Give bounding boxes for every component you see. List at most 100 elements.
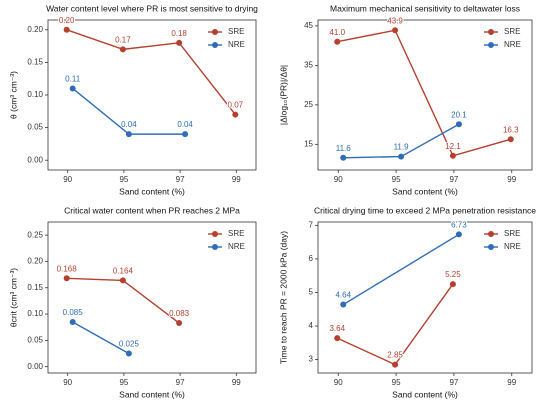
x-axis-label: Sand content (%) <box>119 389 185 399</box>
point <box>69 318 76 325</box>
series-line <box>66 277 180 324</box>
x-tick-label: 90 <box>63 175 72 184</box>
legend-label: SRE <box>504 229 520 238</box>
point <box>392 361 399 368</box>
legend-marker <box>488 231 494 237</box>
x-tick-label: 90 <box>334 378 343 387</box>
x-tick-label: 99 <box>232 378 241 387</box>
legend-label: NRE <box>504 242 521 251</box>
y-axis-label: θ (cm³ cm⁻³) <box>8 71 18 119</box>
x-tick-label: 99 <box>232 175 241 184</box>
series-line <box>343 123 460 159</box>
point <box>125 131 132 138</box>
value-label: 3.64 <box>329 324 345 333</box>
legend-marker <box>488 42 494 48</box>
x-tick-label: 95 <box>119 378 128 387</box>
legend-label: NRE <box>228 40 245 49</box>
y-tick-label: 0.20 <box>27 257 43 266</box>
x-axis-label: Sand content (%) <box>392 389 458 399</box>
point <box>69 85 76 92</box>
legend-marker <box>212 244 218 250</box>
legend-marker <box>212 231 218 237</box>
x-axis-label: Sand content (%) <box>392 186 458 196</box>
point <box>449 281 456 288</box>
y-tick-label: 5 <box>309 288 314 297</box>
value-label: 0.083 <box>169 309 190 318</box>
y-tick-label: 3 <box>309 355 314 364</box>
legend-marker <box>488 244 494 250</box>
y-tick-label: 0.25 <box>27 230 43 239</box>
y-tick-label: 0.00 <box>27 362 43 371</box>
value-label: 6.73 <box>451 221 467 230</box>
x-tick-label: 99 <box>507 175 516 184</box>
legend-marker <box>212 42 218 48</box>
y-axis-label: θcrit (cm³ cm⁻³) <box>8 268 18 327</box>
legend-label: SRE <box>228 229 244 238</box>
point <box>232 111 239 118</box>
plot-border <box>47 19 257 171</box>
panel-title: Water content level where PR is most sen… <box>46 3 258 13</box>
value-label: 0.164 <box>113 267 134 276</box>
y-tick-label: 45 <box>304 21 313 30</box>
y-tick-label: 7 <box>309 220 314 229</box>
value-label: 2.85 <box>387 351 403 360</box>
point <box>340 301 347 308</box>
y-tick-label: 15 <box>304 139 313 148</box>
y-tick-label: 4 <box>309 321 314 330</box>
point <box>176 39 183 46</box>
point <box>182 131 189 138</box>
y-axis-label: |Δlog₁₀(PR)|/Δθ| <box>278 65 288 125</box>
point <box>455 121 462 128</box>
point <box>63 275 70 282</box>
value-label: 11.6 <box>336 144 352 153</box>
legend-marker <box>212 29 218 35</box>
y-tick-label: 25 <box>304 100 313 109</box>
value-label: 0.04 <box>177 120 193 129</box>
legend-label: NRE <box>228 242 245 251</box>
value-label: 0.04 <box>121 120 137 129</box>
point <box>63 26 70 33</box>
legend-label: NRE <box>504 40 521 49</box>
plot-border <box>317 221 533 374</box>
point <box>334 38 341 45</box>
x-tick-label: 90 <box>63 378 72 387</box>
plot-border <box>47 221 257 374</box>
value-label: 11.9 <box>394 143 410 152</box>
legend-label: SRE <box>504 27 520 36</box>
value-label: 0.17 <box>115 35 131 44</box>
series-line <box>342 233 460 306</box>
value-label: 5.25 <box>445 270 461 279</box>
point <box>119 277 126 284</box>
series-line <box>72 321 130 355</box>
point <box>125 350 132 357</box>
panel: Maximum mechanical sensitivity to deltaw… <box>278 3 533 196</box>
point <box>455 231 462 238</box>
value-label: 16.3 <box>503 125 519 134</box>
x-tick-label: 99 <box>507 378 516 387</box>
value-label: 20.1 <box>451 110 467 119</box>
value-label: 0.18 <box>171 29 187 38</box>
x-tick-label: 97 <box>176 378 185 387</box>
y-tick-label: 0.05 <box>27 123 43 132</box>
panel: Water content level where PR is most sen… <box>8 3 258 196</box>
y-tick-label: 0.00 <box>27 155 43 164</box>
y-tick-label: 0.20 <box>27 25 43 34</box>
point <box>507 136 514 143</box>
panel-title: Critical water content when PR reaches 2… <box>64 205 240 215</box>
panel-title: Critical drying time to exceed 2 MPa pen… <box>314 205 536 215</box>
x-axis-label: Sand content (%) <box>119 186 185 196</box>
panel: Critical water content when PR reaches 2… <box>8 205 257 399</box>
y-tick-label: 0.15 <box>27 283 43 292</box>
y-tick-label: 6 <box>309 254 314 263</box>
y-tick-label: 0.05 <box>27 335 43 344</box>
value-label: 0.025 <box>119 340 140 349</box>
point <box>392 27 399 34</box>
panel-title: Maximum mechanical sensitivity to deltaw… <box>330 3 520 13</box>
value-label: 0.11 <box>65 75 81 84</box>
legend-label: SRE <box>228 27 244 36</box>
value-label: 41.0 <box>329 28 345 37</box>
point <box>119 46 126 53</box>
x-tick-label: 97 <box>449 378 458 387</box>
legend-marker <box>488 29 494 35</box>
